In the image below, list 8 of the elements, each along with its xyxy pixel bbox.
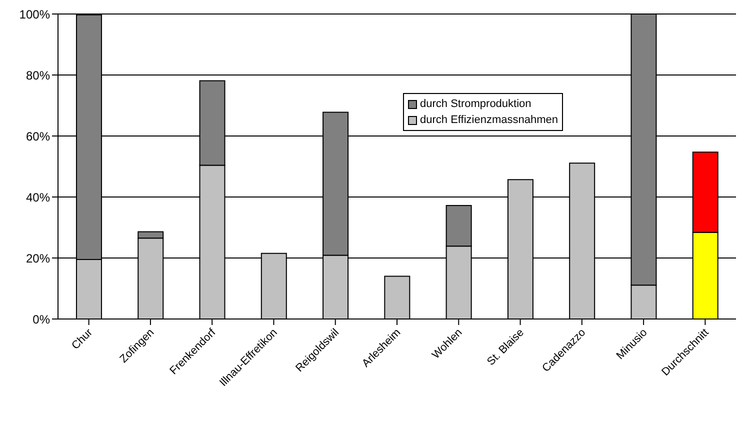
y-tick-label: 20%	[26, 251, 50, 266]
y-tick-label: 0%	[32, 312, 50, 326]
legend-label: durch Stromproduktion	[419, 97, 532, 112]
y-tick-label: 40%	[26, 190, 50, 204]
y-tick-label: 60%	[26, 129, 50, 144]
legend-label: durch Effizienzmassnahmen	[419, 113, 558, 128]
y-tick-label: 80%	[26, 68, 50, 82]
y-tick-label: 100%	[19, 7, 50, 22]
